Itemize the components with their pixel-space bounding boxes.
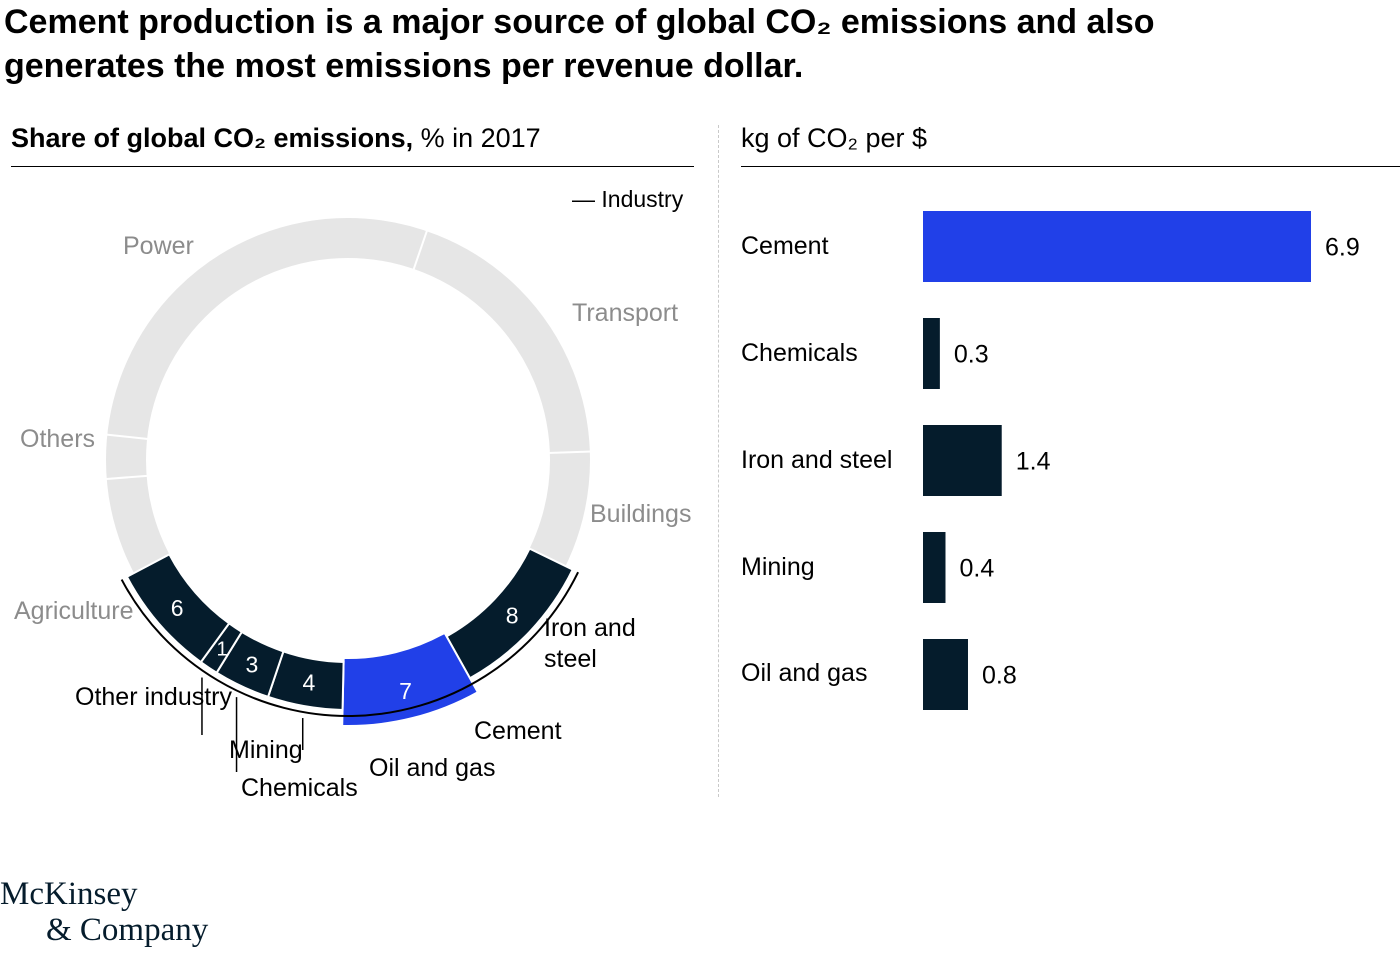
donut-value-oil-and-gas: 4	[303, 670, 316, 696]
donut-label-transport: Transport	[572, 299, 679, 327]
donut-label-power: Power	[123, 232, 194, 260]
donut-label-agriculture: Agriculture	[14, 597, 134, 625]
donut-label-mining: Mining	[229, 736, 303, 764]
bar-category-chemicals: Chemicals	[741, 339, 858, 367]
bar-cement	[923, 211, 1311, 282]
donut-sector-separator	[412, 228, 429, 272]
donut-value-iron-and-steel: 8	[506, 602, 519, 628]
donut-value-chemicals: 3	[245, 652, 258, 678]
donut-sector-separator	[104, 474, 149, 481]
bar-oil-and-gas	[923, 639, 968, 710]
bar-value-chemicals: 0.3	[954, 341, 989, 369]
mckinsey-logo: McKinsey & Company	[0, 876, 208, 948]
donut-panel-title: Share of global CO₂ emissions, % in 2017	[11, 118, 541, 158]
donut-panel-title-bold: Share of global CO₂ emissions,	[11, 123, 414, 153]
donut-segment-cement	[341, 631, 480, 727]
logo-line-2: & Company	[46, 912, 209, 948]
donut-label-cement: Cement	[474, 717, 562, 745]
bar-category-oil-gas: Oil and gas	[741, 659, 868, 687]
bar-mining	[923, 532, 946, 603]
donut-label-iron-steel: Iron and steel	[544, 614, 636, 673]
bar-panel-rule	[741, 166, 1400, 167]
donut-panel-title-unit: % in 2017	[413, 123, 541, 153]
donut-value-cement: 7	[399, 678, 412, 704]
chart-title: Cement production is a major source of g…	[4, 0, 1384, 88]
industry-legend: — Industry	[572, 186, 684, 212]
industry-bracket	[120, 571, 579, 717]
donut-label-buildings: Buildings	[590, 500, 692, 528]
bar-chemicals	[923, 318, 940, 389]
donut-segment-other-industry	[125, 553, 231, 664]
bar-value-oil-and-gas: 0.8	[982, 662, 1017, 690]
bar-value-mining: 0.4	[959, 555, 994, 583]
logo-line-1: McKinsey	[0, 876, 138, 912]
chart-title-line-2: generates the most emissions per revenue…	[4, 47, 804, 85]
donut-label-others: Others	[20, 425, 96, 453]
panel-divider	[718, 125, 719, 797]
bar-category-mining: Mining	[741, 553, 815, 581]
donut-label-chemicals: Chemicals	[241, 774, 358, 802]
bar-value-iron-and-steel: 1.4	[1016, 448, 1051, 476]
bar-value-cement: 6.9	[1325, 234, 1360, 262]
bar-panel-title: kg of CO₂ per $	[741, 123, 928, 153]
donut-label-oil-gas: Oil and gas	[369, 754, 496, 782]
donut-value-other-industry: 6	[171, 595, 184, 621]
bar-category-iron-steel: Iron and steel	[741, 446, 893, 474]
donut-sector-separator	[105, 433, 150, 441]
chart-title-line-1: Cement production is a major source of g…	[4, 3, 1155, 41]
donut-value-mining: 1	[216, 639, 227, 661]
donut-label-other-industry: Other industry	[75, 683, 233, 711]
bar-iron-and-steel	[923, 425, 1002, 496]
bar-category-cement: Cement	[741, 232, 829, 260]
donut-sector-separator	[547, 450, 592, 455]
donut-panel-rule	[11, 166, 694, 167]
